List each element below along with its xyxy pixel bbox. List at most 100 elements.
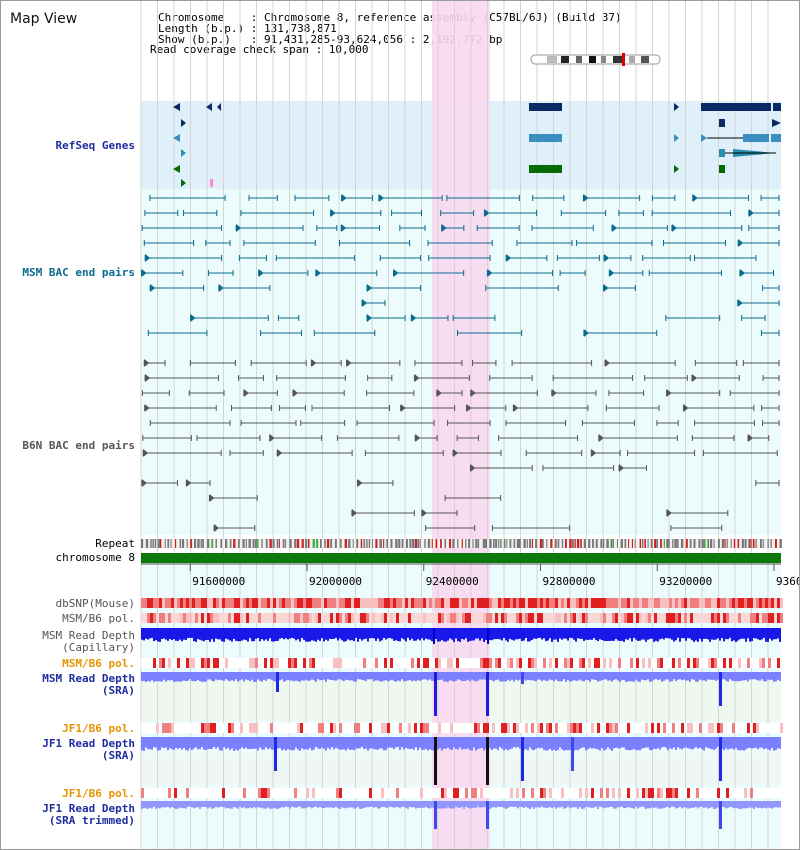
depth-bar — [427, 801, 429, 809]
depth-bar — [451, 801, 453, 809]
heat-cell — [627, 598, 630, 608]
depth-bar — [319, 737, 321, 750]
depth-spike — [434, 672, 437, 716]
gene-arrow-right[interactable] — [701, 134, 707, 142]
heat-cell — [444, 613, 447, 623]
gene-arrow-right[interactable] — [674, 134, 679, 142]
heat-cell — [366, 788, 369, 798]
heat-cell — [684, 658, 687, 668]
gene-arrow-left[interactable] — [173, 165, 180, 173]
depth-bar — [729, 801, 731, 807]
depth-bar — [233, 628, 235, 639]
heat-cell — [546, 788, 549, 798]
chromosome-ideogram[interactable] — [530, 53, 661, 66]
repeat-element — [225, 539, 228, 548]
gene-arrow-left[interactable] — [173, 103, 180, 111]
depth-bar — [443, 801, 445, 809]
heat-cell — [492, 613, 495, 623]
heat-cell — [729, 598, 732, 608]
heat-cell — [600, 723, 603, 733]
gene-arrow-right[interactable] — [181, 149, 186, 157]
depth-bar — [297, 628, 299, 640]
gene-arrow-right[interactable] — [181, 179, 186, 187]
depth-bar — [227, 628, 229, 640]
heat-cell — [198, 658, 201, 668]
msm-bac-track[interactable] — [141, 194, 780, 337]
refseq-genes-track[interactable] — [173, 103, 781, 187]
heat-cell — [309, 613, 312, 623]
gene-exon[interactable] — [529, 165, 562, 173]
gene-marker[interactable] — [210, 179, 213, 187]
repeat-element — [576, 539, 580, 548]
heat-cell — [645, 658, 648, 668]
depth-bar — [249, 801, 251, 808]
gene-exon[interactable] — [771, 134, 781, 142]
heat-cell — [696, 788, 699, 798]
gene-exon[interactable] — [719, 149, 725, 157]
depth-bar — [299, 737, 301, 751]
heat-cell — [303, 788, 306, 798]
heat-cell — [405, 723, 408, 733]
heat-cell — [657, 613, 660, 623]
heat-cell — [486, 788, 489, 798]
heat-cell — [270, 723, 273, 733]
depth-bar — [191, 801, 193, 808]
repeat-element — [737, 539, 740, 548]
depth-bar — [615, 737, 617, 748]
depth-bar — [377, 801, 379, 809]
b6n-bac-track[interactable] — [141, 359, 780, 532]
gene-exon[interactable] — [719, 119, 725, 127]
repeat-element — [181, 539, 185, 548]
heat-cell — [504, 613, 507, 623]
heat-cell — [615, 788, 618, 798]
gene-exon[interactable] — [529, 134, 562, 142]
heat-cell — [774, 788, 777, 798]
gene-exon[interactable] — [719, 165, 725, 173]
depth-bar — [309, 628, 311, 642]
heat-cell — [555, 788, 558, 798]
gene-exon[interactable] — [701, 103, 771, 111]
heat-cell — [537, 658, 540, 668]
heat-cell — [516, 613, 519, 623]
depth-bar — [209, 628, 211, 642]
gene-exon[interactable] — [529, 103, 562, 111]
ideogram-position-marker[interactable] — [622, 53, 625, 66]
heat-cell — [153, 788, 156, 798]
gene-exon[interactable] — [743, 134, 769, 142]
heat-cell — [513, 613, 516, 623]
repeat-element — [152, 539, 154, 548]
repeat-element — [141, 539, 144, 548]
gene-arrow-right[interactable] — [674, 165, 679, 173]
heat-cell — [750, 788, 753, 798]
repeat-element — [269, 539, 272, 548]
gene-arrow-right[interactable] — [674, 103, 679, 111]
repeat-element — [356, 539, 359, 548]
gene-arrow-right[interactable] — [772, 119, 781, 127]
heat-cell — [627, 723, 630, 733]
heat-cell — [474, 788, 477, 798]
gene-arrow-left[interactable] — [217, 103, 221, 111]
heat-cell — [450, 598, 453, 608]
depth-bar — [267, 801, 269, 808]
heat-cell — [330, 598, 333, 608]
depth-bar — [277, 801, 279, 809]
heat-cell — [591, 598, 594, 608]
label-repeat: Repeat — [95, 537, 135, 550]
gene-exon[interactable] — [773, 103, 781, 111]
selection-highlight[interactable] — [432, 1, 490, 849]
depth-bar — [691, 801, 693, 808]
depth-bar — [359, 801, 361, 809]
depth-bar — [369, 737, 371, 749]
repeat-element — [724, 539, 726, 548]
heat-cell — [540, 613, 543, 623]
depth-bar — [667, 628, 669, 639]
depth-bar — [395, 801, 397, 808]
heat-cell — [558, 613, 561, 623]
heat-cell — [372, 658, 375, 668]
gene-arrow-left[interactable] — [206, 103, 212, 111]
gene-arrow-right[interactable] — [181, 119, 186, 127]
bac-end-arrow — [604, 254, 610, 262]
gene-arrow-left[interactable] — [173, 134, 180, 142]
depth-bar — [145, 737, 147, 748]
